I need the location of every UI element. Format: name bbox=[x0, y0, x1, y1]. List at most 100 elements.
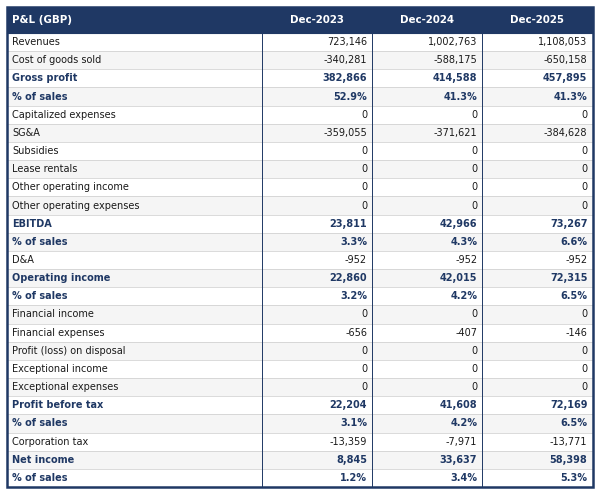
Text: -407: -407 bbox=[455, 328, 477, 337]
Text: -952: -952 bbox=[345, 255, 367, 265]
Text: Net income: Net income bbox=[12, 455, 74, 465]
Text: % of sales: % of sales bbox=[12, 237, 67, 247]
Text: 0: 0 bbox=[471, 309, 477, 320]
Text: 3.1%: 3.1% bbox=[340, 418, 367, 428]
Bar bbox=[7, 433, 593, 451]
Text: -588,175: -588,175 bbox=[433, 55, 477, 65]
Text: 6.6%: 6.6% bbox=[560, 237, 587, 247]
Text: EBITDA: EBITDA bbox=[12, 219, 52, 229]
Bar bbox=[7, 360, 593, 378]
Text: Dec-2023: Dec-2023 bbox=[290, 15, 344, 25]
Text: 0: 0 bbox=[581, 110, 587, 120]
Text: -952: -952 bbox=[455, 255, 477, 265]
Text: 0: 0 bbox=[581, 346, 587, 356]
Bar bbox=[7, 7, 593, 33]
Text: 0: 0 bbox=[361, 146, 367, 156]
Text: 72,315: 72,315 bbox=[550, 273, 587, 283]
Text: 52.9%: 52.9% bbox=[334, 91, 367, 102]
Bar bbox=[7, 324, 593, 342]
Text: -13,771: -13,771 bbox=[550, 437, 587, 447]
Text: Corporation tax: Corporation tax bbox=[12, 437, 88, 447]
Text: 33,637: 33,637 bbox=[440, 455, 477, 465]
Bar bbox=[7, 197, 593, 214]
Text: -13,359: -13,359 bbox=[330, 437, 367, 447]
Text: 0: 0 bbox=[581, 164, 587, 174]
Text: 0: 0 bbox=[361, 164, 367, 174]
Text: Subsidies: Subsidies bbox=[12, 146, 59, 156]
Text: -384,628: -384,628 bbox=[544, 128, 587, 138]
Text: % of sales: % of sales bbox=[12, 418, 67, 428]
Text: Other operating income: Other operating income bbox=[12, 182, 129, 192]
Text: 42,966: 42,966 bbox=[440, 219, 477, 229]
Text: Revenues: Revenues bbox=[12, 37, 60, 47]
Text: 4.2%: 4.2% bbox=[450, 291, 477, 301]
Text: 0: 0 bbox=[361, 309, 367, 320]
Text: 414,588: 414,588 bbox=[433, 74, 477, 83]
Text: -359,055: -359,055 bbox=[323, 128, 367, 138]
Text: 0: 0 bbox=[471, 164, 477, 174]
Text: Other operating expenses: Other operating expenses bbox=[12, 201, 139, 210]
Bar bbox=[7, 51, 593, 69]
Text: Gross profit: Gross profit bbox=[12, 74, 77, 83]
Bar bbox=[7, 124, 593, 142]
Text: 42,015: 42,015 bbox=[440, 273, 477, 283]
Text: 0: 0 bbox=[471, 382, 477, 392]
Text: -650,158: -650,158 bbox=[544, 55, 587, 65]
Text: 1,002,763: 1,002,763 bbox=[428, 37, 477, 47]
Bar bbox=[7, 287, 593, 305]
Text: 58,398: 58,398 bbox=[550, 455, 587, 465]
Bar bbox=[7, 87, 593, 106]
Text: 41,608: 41,608 bbox=[440, 400, 477, 411]
Bar bbox=[7, 106, 593, 124]
Text: -340,281: -340,281 bbox=[323, 55, 367, 65]
Bar bbox=[7, 33, 593, 51]
Text: Cost of goods sold: Cost of goods sold bbox=[12, 55, 101, 65]
Text: 0: 0 bbox=[581, 364, 587, 374]
Text: 4.3%: 4.3% bbox=[450, 237, 477, 247]
Text: Exceptional income: Exceptional income bbox=[12, 364, 108, 374]
Bar bbox=[7, 233, 593, 251]
Text: % of sales: % of sales bbox=[12, 291, 67, 301]
Text: D&A: D&A bbox=[12, 255, 34, 265]
Text: 3.3%: 3.3% bbox=[340, 237, 367, 247]
Bar bbox=[7, 378, 593, 396]
Text: 1.2%: 1.2% bbox=[340, 473, 367, 483]
Text: 0: 0 bbox=[471, 182, 477, 192]
Text: Dec-2025: Dec-2025 bbox=[511, 15, 565, 25]
Text: 0: 0 bbox=[581, 201, 587, 210]
Text: 0: 0 bbox=[361, 382, 367, 392]
Text: 1,108,053: 1,108,053 bbox=[538, 37, 587, 47]
Bar bbox=[7, 305, 593, 324]
Bar bbox=[7, 451, 593, 469]
Bar bbox=[7, 160, 593, 178]
Text: 0: 0 bbox=[471, 110, 477, 120]
Text: 0: 0 bbox=[581, 146, 587, 156]
Text: Financial expenses: Financial expenses bbox=[12, 328, 104, 337]
Bar bbox=[7, 396, 593, 414]
Text: P&L (GBP): P&L (GBP) bbox=[12, 15, 72, 25]
Bar bbox=[7, 214, 593, 233]
Text: 22,204: 22,204 bbox=[329, 400, 367, 411]
Bar bbox=[7, 269, 593, 287]
Text: 0: 0 bbox=[471, 346, 477, 356]
Text: -371,621: -371,621 bbox=[434, 128, 477, 138]
Bar bbox=[7, 342, 593, 360]
Text: -656: -656 bbox=[345, 328, 367, 337]
Text: % of sales: % of sales bbox=[12, 91, 67, 102]
Bar bbox=[7, 469, 593, 487]
Text: 0: 0 bbox=[361, 364, 367, 374]
Text: Operating income: Operating income bbox=[12, 273, 110, 283]
Text: Dec-2024: Dec-2024 bbox=[400, 15, 454, 25]
Text: 5.3%: 5.3% bbox=[560, 473, 587, 483]
Text: 3.4%: 3.4% bbox=[450, 473, 477, 483]
Bar bbox=[7, 178, 593, 197]
Text: 72,169: 72,169 bbox=[550, 400, 587, 411]
Text: % of sales: % of sales bbox=[12, 473, 67, 483]
Text: 0: 0 bbox=[471, 146, 477, 156]
Text: 41.3%: 41.3% bbox=[554, 91, 587, 102]
Bar bbox=[7, 142, 593, 160]
Text: 6.5%: 6.5% bbox=[560, 291, 587, 301]
Text: 3.2%: 3.2% bbox=[340, 291, 367, 301]
Text: Capitalized expenses: Capitalized expenses bbox=[12, 110, 116, 120]
Text: -146: -146 bbox=[566, 328, 587, 337]
